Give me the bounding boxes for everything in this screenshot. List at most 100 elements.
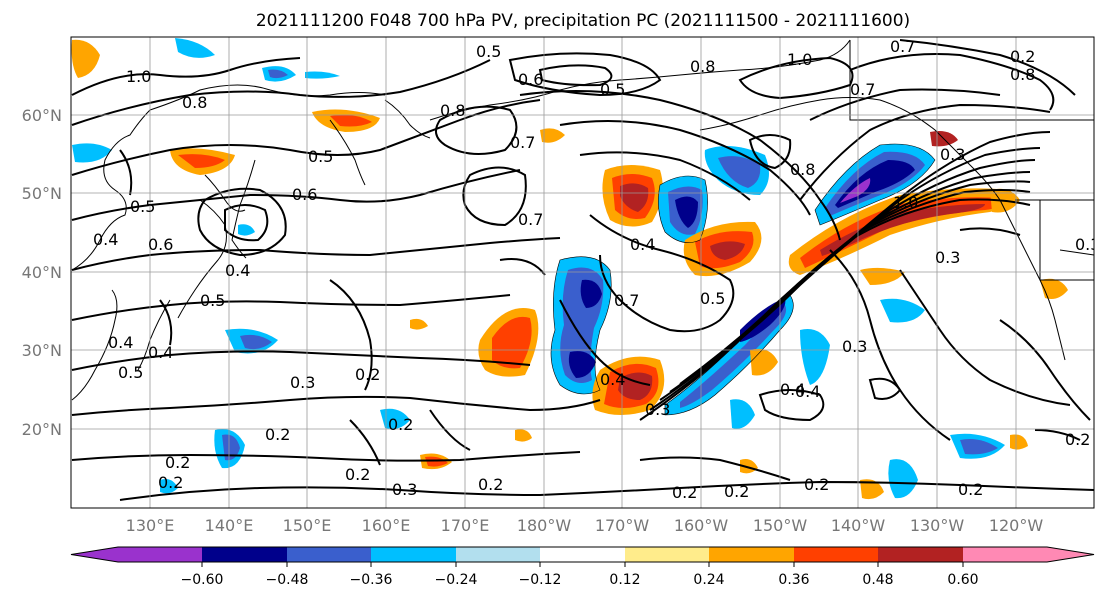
colorbar-segment (118, 547, 202, 562)
contour-label: 0.4 (93, 230, 118, 249)
contour-label: 0.8 (1010, 65, 1035, 84)
colorbar-segment (371, 547, 456, 562)
contour-label: 0.3 (392, 480, 417, 499)
contour-label: 0.6 (518, 70, 543, 89)
colorbar-tick-label: 0.60 (947, 572, 978, 588)
contour-label: 0.2 (804, 475, 829, 494)
contour-label: 0.5 (130, 197, 155, 216)
lon-tick-label: 140°W (831, 516, 886, 535)
colorbar-segment (625, 547, 709, 562)
colorbar-tick-label: 0.48 (862, 572, 893, 588)
lon-tick-label: 170°W (595, 516, 650, 535)
lon-tick-label: 160°E (362, 516, 411, 535)
contour-label: 0.5 (700, 289, 725, 308)
colorbar-outline (70, 546, 1095, 563)
colorbar-tick-label: −0.36 (350, 572, 393, 588)
lon-tick-label: 140°E (205, 516, 254, 535)
contour-label: 0.7 (890, 37, 915, 56)
lat-tick-label: 40°N (22, 263, 62, 282)
contour-label: 0.8 (690, 57, 715, 76)
contour-label: 0.3 (645, 400, 670, 419)
colorbar-segment (287, 547, 371, 562)
contour-label: 0.4 (795, 382, 820, 401)
lon-tick-label: 150°W (753, 516, 808, 535)
lon-tick-label: 130°W (910, 516, 965, 535)
lat-tick-label: 50°N (22, 184, 62, 203)
colorbar-ticks (201, 562, 964, 567)
colorbar-tick-label: 0.36 (778, 572, 809, 588)
colorbar-tick-label: −0.12 (519, 572, 562, 588)
colorbar-tick-label: −0.48 (266, 572, 309, 588)
colorbar-tick-label: 0.24 (693, 572, 724, 588)
lon-tick-label: 170°E (441, 516, 490, 535)
contour-label: 0.2 (355, 365, 380, 384)
contour-label: 0.2 (265, 425, 290, 444)
contour-label: 0.2 (165, 453, 190, 472)
longitude-labels: 130°E 140°E 150°E 160°E 170°E 180°W 170°… (126, 516, 1044, 535)
contour-label: 0.2 (388, 415, 413, 434)
contour-label: 0.4 (108, 333, 133, 352)
contour-label: 0.5 (308, 147, 333, 166)
colorbar-extend-min (71, 547, 118, 562)
map-title: 2021111200 F048 700 hPa PV, precipitatio… (256, 11, 910, 31)
shading-outlines (550, 143, 936, 416)
contour-label: 0.3 (290, 373, 315, 392)
lon-tick-label: 150°E (283, 516, 332, 535)
contour-label: 0.3 (842, 337, 867, 356)
colorbar-tick-label: 0.12 (609, 572, 640, 588)
contour-label: 0.8 (440, 101, 465, 120)
contour-label: 0.4 (630, 235, 655, 254)
lon-tick-label: 130°E (126, 516, 175, 535)
latitude-labels: 60°N 50°N 40°N 30°N 20°N (22, 106, 62, 439)
contour-label: 0.7 (850, 80, 875, 99)
lat-tick-label: 30°N (22, 341, 62, 360)
contour-label: 0.2 (1010, 47, 1035, 66)
contour-label: 0.2 (724, 482, 749, 501)
contour-label: 0.4 (780, 380, 805, 399)
graticule (71, 37, 1094, 508)
colorbar-segment (540, 547, 625, 562)
contour-label: 0.8 (182, 93, 207, 112)
colorbar-segment (202, 547, 287, 562)
contour-label: 0.3 (935, 248, 960, 267)
colorbar-segment (963, 547, 1047, 562)
contour-label: 0.3 (940, 145, 965, 164)
contour-label: 0.2 (958, 480, 983, 499)
pv-contours (71, 39, 1094, 501)
contour-label: 0.5 (118, 363, 143, 382)
contour-label: 0.6 (292, 185, 317, 204)
colorbar-tick-label: −0.60 (181, 572, 224, 588)
colorbar-segment (794, 547, 878, 562)
contour-label: 0.7 (510, 133, 535, 152)
contour-labels: 1.0 0.5 0.6 0.8 0.5 1.0 0.7 0.7 0.8 0.8 … (93, 37, 1100, 502)
lat-tick-label: 20°N (22, 420, 62, 439)
colorbar-segment (456, 547, 540, 562)
colorbar-segment (709, 547, 794, 562)
contour-label: 0.5 (600, 80, 625, 99)
contour-label: 0.6 (148, 235, 173, 254)
contour-label: 0.4 (148, 343, 173, 362)
contour-label: 0.7 (518, 210, 543, 229)
lon-tick-label: 160°W (674, 516, 729, 535)
map-frame (70, 36, 1095, 509)
contour-label: 0.3 (1075, 235, 1100, 254)
contour-label: 0.2 (158, 473, 183, 492)
contour-label: 0.5 (476, 42, 501, 61)
contour-label: 0.5 (200, 291, 225, 310)
lon-tick-label: 180°W (517, 516, 572, 535)
colorbar: −0.60 −0.48 −0.36 −0.24 −0.12 0.12 0.24 … (70, 546, 1095, 588)
colorbar-tick-label: −0.24 (435, 572, 478, 588)
contour-label: 0.2 (345, 465, 370, 484)
contour-label: 0.4 (600, 370, 625, 389)
colorbar-segment (878, 547, 963, 562)
lon-tick-label: 120°W (989, 516, 1044, 535)
contour-label: 1.0 (787, 50, 812, 69)
contour-label: 1.0 (126, 67, 151, 86)
contour-label: 0.8 (790, 160, 815, 179)
contour-label: 0.2 (478, 475, 503, 494)
colorbar-segments (70, 546, 1095, 563)
contour-label: 0.7 (614, 291, 639, 310)
contour-label: 0.2 (672, 483, 697, 502)
contour-label: 0.2 (1065, 430, 1090, 449)
